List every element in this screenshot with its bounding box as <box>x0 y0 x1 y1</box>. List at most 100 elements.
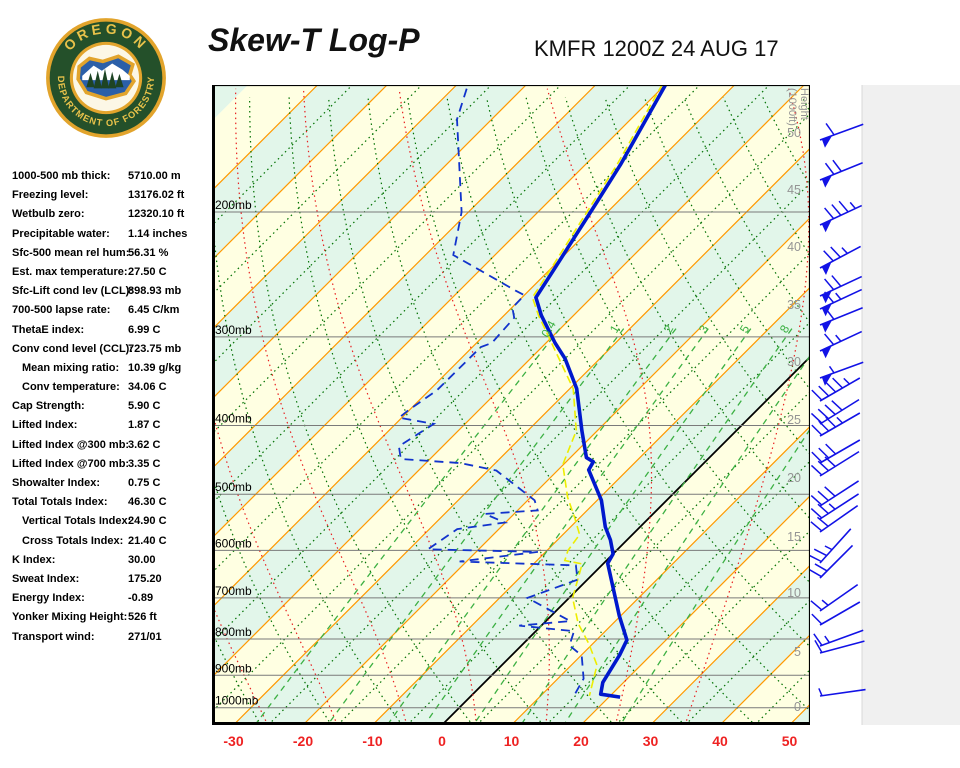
index-row: Showalter Index: 0.75 C <box>12 475 208 494</box>
temp-tick-label: -20 <box>293 733 313 749</box>
index-value: 0.75 C <box>128 477 161 489</box>
index-row: Mean mixing ratio: 10.39 g/kg <box>12 360 208 379</box>
isotherm-line <box>233 147 810 725</box>
wind-barb <box>813 629 864 647</box>
dry-adiabat-line <box>328 97 615 725</box>
index-value: -0.89 <box>128 592 154 605</box>
height-label: 30 <box>787 355 801 369</box>
mixing-ratio-line <box>474 328 752 724</box>
dewpoint-trace <box>396 88 585 699</box>
height-label: 25 <box>787 413 801 427</box>
temp-tick-label: 10 <box>504 733 520 749</box>
wind-barb <box>819 245 861 276</box>
dry-adiabat-line <box>249 97 474 725</box>
temp-tick-label: 50 <box>782 733 798 749</box>
index-value: 526 ft <box>128 611 157 624</box>
mixing-ratio-line <box>621 428 810 724</box>
temp-tick-label: 20 <box>573 733 589 749</box>
scrollbar-track[interactable] <box>862 85 960 725</box>
index-value: 56.31 % <box>128 246 169 259</box>
wind-barb-column <box>810 85 960 725</box>
temp-tick-label: -10 <box>362 733 382 749</box>
index-row: Conv cond level (CCL): 723.75 mb <box>12 341 208 360</box>
wind-barb <box>811 377 861 402</box>
height-label: 45 <box>787 183 801 197</box>
index-row: Lifted Index @300 mb: 3.62 C <box>12 437 208 456</box>
index-value: 30.00 <box>128 553 156 566</box>
index-row: Precipitable water: 1.14 inches <box>12 226 208 245</box>
index-label: Conv cond level (CCL): <box>12 342 134 355</box>
index-label: Lifted Index @300 mb: <box>12 438 130 451</box>
index-label: Wetbulb zero: <box>12 208 85 221</box>
moist-adiabat-line <box>212 408 338 725</box>
temp-tick-label: -30 <box>223 733 243 749</box>
index-row: 1000-500 mb thick: 5710.00 m <box>12 168 208 187</box>
index-label: Vertical Totals Index: <box>22 515 132 528</box>
index-row: Wetbulb zero: 12320.10 ft <box>12 206 208 225</box>
logo-state-scene <box>76 54 137 101</box>
index-label: 700-500 lapse rate: <box>12 304 111 317</box>
pressure-label: 1000mb <box>215 694 259 708</box>
isotherm-line <box>212 85 805 678</box>
index-row: Conv temperature: 34.06 C <box>12 379 208 398</box>
isotherm-line <box>615 529 810 725</box>
temp-tick-label: 0 <box>438 733 446 749</box>
index-label: Transport wind: <box>12 630 95 643</box>
index-row: Sweat Index: 175.20 <box>12 571 208 590</box>
index-label: Energy Index: <box>12 592 85 605</box>
index-value: 5.90 C <box>128 400 161 413</box>
index-value: 271/01 <box>128 630 162 643</box>
isotherm-line <box>406 321 810 725</box>
index-value: 723.75 mb <box>128 342 182 355</box>
index-row: 700-500 lapse rate: 6.45 C/km <box>12 302 208 321</box>
index-label: Sfc-Lift cond lev (LCL): <box>12 285 133 298</box>
wetbulb-trace <box>531 85 663 696</box>
isotherm-line <box>545 460 810 725</box>
dry-adiabat-line <box>367 97 686 725</box>
mixing-ratio-line <box>564 354 810 724</box>
index-label: Freezing level: <box>12 189 89 202</box>
index-label: 1000-500 mb thick: <box>12 170 111 182</box>
index-value: 27.50 C <box>128 265 167 278</box>
index-value: 1.14 inches <box>128 227 188 240</box>
isotherm-line <box>212 85 388 261</box>
isotherm-line <box>337 251 810 725</box>
index-label: ThetaE index: <box>12 323 85 336</box>
wind-barb <box>810 528 852 564</box>
wind-barb <box>811 439 861 464</box>
pressure-label: 900mb <box>215 661 252 675</box>
index-label: Est. max temperature: <box>12 265 128 278</box>
height-label: 50 <box>787 126 801 140</box>
index-label: Lifted Index: <box>12 419 78 432</box>
zero-isotherm-line <box>441 355 810 725</box>
skewt-chart: 200mb 300mb 400mb 500mb 600mb 700mb 800mb 900mb… <box>212 85 810 725</box>
wind-barb <box>811 601 861 626</box>
index-value: 12320.10 ft <box>128 208 185 221</box>
isotherm-line <box>212 85 527 400</box>
index-label: Conv temperature: <box>22 381 120 394</box>
dry-adiabat-line <box>446 97 810 712</box>
index-row: Vertical Totals Index: 24.90 C <box>12 513 208 532</box>
mixing-ratio-line <box>388 328 677 724</box>
temperature-trace <box>534 85 668 699</box>
index-row: Lifted Index: 1.87 C <box>12 417 208 436</box>
dry-adiabat-line <box>406 97 756 725</box>
index-value: 6.45 C/km <box>128 304 180 317</box>
index-label: Cross Totals Index: <box>22 534 124 547</box>
index-value: 175.20 <box>128 572 162 585</box>
pressure-label: 200mb <box>215 198 252 212</box>
height-axis-title: Height <box>798 88 810 120</box>
index-value: 6.99 C <box>128 323 161 336</box>
isotherm-line <box>650 564 810 725</box>
wind-barb <box>819 122 864 148</box>
wind-barb <box>819 159 863 188</box>
pressure-label: 400mb <box>215 411 252 425</box>
station-datetime: KMFR 1200Z 24 AUG 17 <box>534 36 779 61</box>
moist-adiabat-line <box>398 88 550 725</box>
index-value: 898.93 mb <box>128 285 182 298</box>
index-row: Sfc-500 mean rel hum: 56.31 % <box>12 245 208 264</box>
index-value: 21.40 C <box>128 534 167 547</box>
index-value: 24.90 C <box>128 515 167 528</box>
index-row: Lifted Index @700 mb: 3.35 C <box>12 456 208 475</box>
temp-tick-label: 30 <box>643 733 659 749</box>
